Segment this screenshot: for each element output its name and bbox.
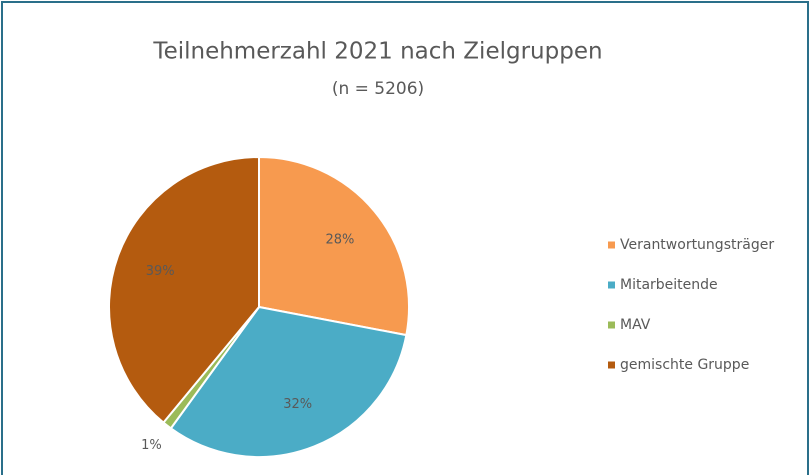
legend-swatch [608,361,615,369]
pie-slice [108,155,260,424]
legend-label: Verantwortungsträger [620,237,774,253]
data-label: 1% [141,438,162,453]
chart-title: Teilnehmerzahl 2021 nach Zielgruppen [152,39,602,65]
legend-swatch [608,281,615,289]
pie-slice [169,305,408,458]
data-label: 28% [325,233,354,248]
legend-label: Mitarbeitende [620,277,718,293]
legend-label: MAV [620,317,651,333]
legend-label: gemischte Gruppe [620,357,749,373]
chart-subtitle: (n = 5206) [332,79,424,99]
data-label: 32% [283,397,312,412]
data-label: 39% [146,264,175,279]
legend-swatch [608,321,615,329]
legend-swatch [608,241,615,249]
pie-slice [258,155,410,337]
